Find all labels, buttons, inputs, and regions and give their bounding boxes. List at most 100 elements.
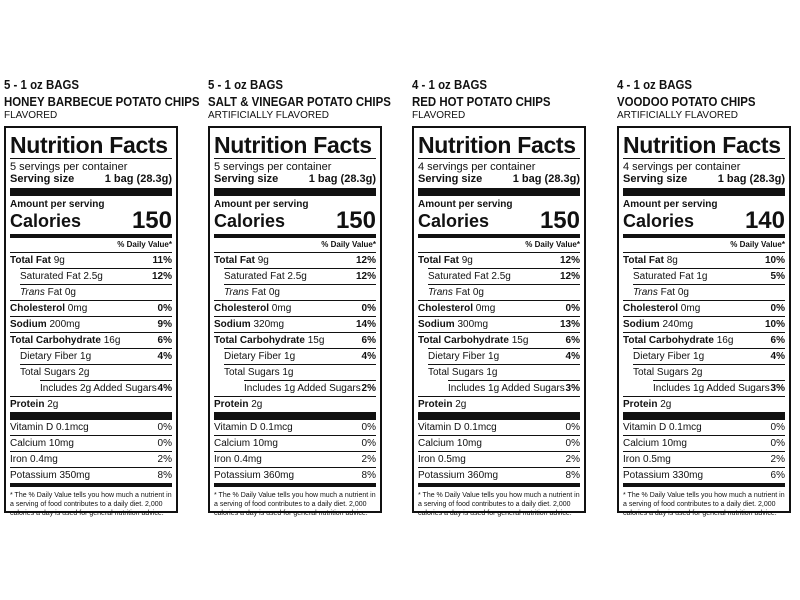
cholesterol-amount: 0mg xyxy=(67,303,88,314)
carbohydrate-label: Total Carbohydrate xyxy=(10,335,101,346)
servings-per-container: 5 servings per container xyxy=(10,161,128,173)
added-sugars-dv: 3% xyxy=(770,383,785,394)
added-sugars-text: Includes 2g Added Sugars xyxy=(40,383,157,394)
calories-label: Calories xyxy=(418,211,490,231)
medium-divider xyxy=(623,234,785,238)
amount-per-serving: Amount per serving xyxy=(10,199,105,210)
divider xyxy=(418,158,580,159)
trans-word: Trans xyxy=(428,287,453,298)
carbohydrate-row: Total Carbohydrate 15g 6% xyxy=(214,332,376,348)
sodium-row: Sodium 300mg 13% xyxy=(418,316,580,332)
cholesterol-row: Cholesterol 0mg 0% xyxy=(10,300,172,316)
calories-label: Calories xyxy=(623,211,695,231)
sodium-label: Sodium xyxy=(214,319,251,330)
total-fat-amount: 9g xyxy=(461,255,473,266)
total-fat-dv: 10% xyxy=(764,255,785,266)
dietary-fiber-text: Dietary Fiber 1g xyxy=(428,351,500,362)
calcium-row: Calcium 10mg 0% xyxy=(623,435,785,451)
potassium-dv: 8% xyxy=(361,470,376,481)
total-fat-label: Total Fat xyxy=(623,255,664,266)
cholesterol-label: Cholesterol xyxy=(418,303,474,314)
saturated-fat-row: Saturated Fat 2.5g 12% xyxy=(224,268,376,284)
dietary-fiber-text: Dietary Fiber 1g xyxy=(633,351,705,362)
nutrition-facts-title: Nutrition Facts xyxy=(214,132,372,158)
vitamin-d-row: Vitamin D 0.1mcg 0% xyxy=(623,420,785,435)
pack-size: 5 - 1 oz BAGS xyxy=(4,77,80,92)
total-fat-row: Total Fat 9g 12% xyxy=(214,252,376,268)
added-sugars-dv: 3% xyxy=(565,383,580,394)
trans-word: Trans xyxy=(633,287,658,298)
total-fat-row: Total Fat 9g 12% xyxy=(418,252,580,268)
carbohydrate-row: Total Carbohydrate 15g 6% xyxy=(418,332,580,348)
servings-per-container: 5 servings per container xyxy=(214,161,332,173)
nutrition-facts-label: Nutrition Facts 4 servings per container… xyxy=(412,126,586,517)
vitamin-d-row: Vitamin D 0.1mcg 0% xyxy=(418,420,580,435)
amount-per-serving: Amount per serving xyxy=(623,199,718,210)
cholesterol-label: Cholesterol xyxy=(623,303,679,314)
protein-label: Protein xyxy=(418,399,453,410)
medium-divider xyxy=(418,234,580,238)
nutrition-facts-title: Nutrition Facts xyxy=(418,132,576,158)
calcium-text: Calcium 10mg xyxy=(418,438,482,449)
divider xyxy=(623,158,785,159)
vitamin-d-text: Vitamin D 0.1mcg xyxy=(418,422,497,433)
potassium-row: Potassium 360mg 8% xyxy=(214,467,376,483)
amount-per-serving: Amount per serving xyxy=(214,199,309,210)
total-sugars-text: Total Sugars 1g xyxy=(428,367,498,378)
heavy-divider xyxy=(214,412,376,420)
saturated-fat-text: Saturated Fat 1g xyxy=(633,271,708,282)
dietary-fiber-dv: 4% xyxy=(361,351,376,362)
heavy-divider xyxy=(10,188,172,196)
total-sugars-row: Total Sugars 2g xyxy=(633,364,785,380)
calcium-dv: 0% xyxy=(361,438,376,449)
iron-row: Iron 0.5mg 2% xyxy=(418,451,580,467)
carbohydrate-row: Total Carbohydrate 16g 6% xyxy=(10,332,172,348)
sodium-label: Sodium xyxy=(10,319,47,330)
pack-size: 4 - 1 oz BAGS xyxy=(617,77,693,92)
footnote: * The % Daily Value tells you how much a… xyxy=(10,492,172,517)
serving-size-row: Serving size 1 bag (28.3g) xyxy=(418,173,580,188)
trans-fat-text: Fat 0g xyxy=(44,287,76,298)
total-sugars-row: Total Sugars 1g xyxy=(428,364,580,380)
sodium-amount: 300mg xyxy=(457,319,489,330)
sodium-row: Sodium 320mg 14% xyxy=(214,316,376,332)
calories-row: Calories 140 xyxy=(623,209,785,234)
sodium-dv: 9% xyxy=(157,319,172,330)
total-sugars-row: Total Sugars 1g xyxy=(224,364,376,380)
carbohydrate-row: Total Carbohydrate 16g 6% xyxy=(623,332,785,348)
product-name: HONEY BARBECUE POTATO CHIPS xyxy=(4,94,200,109)
calories-value: 150 xyxy=(539,207,580,234)
carbohydrate-label: Total Carbohydrate xyxy=(418,335,509,346)
potassium-text: Potassium 360mg xyxy=(214,470,295,481)
serving-size-value: 1 bag (28.3g) xyxy=(512,173,580,185)
calories-value: 150 xyxy=(335,207,376,234)
calories-row: Calories 150 xyxy=(10,209,172,234)
dietary-fiber-text: Dietary Fiber 1g xyxy=(20,351,92,362)
calcium-dv: 0% xyxy=(157,438,172,449)
calcium-text: Calcium 10mg xyxy=(10,438,74,449)
saturated-fat-text: Saturated Fat 2.5g xyxy=(224,271,307,282)
nutrition-facts-label: Nutrition Facts 4 servings per container… xyxy=(617,126,791,517)
heavy-divider xyxy=(623,188,785,196)
protein-amount: 2g xyxy=(660,399,672,410)
dietary-fiber-text: Dietary Fiber 1g xyxy=(224,351,296,362)
carbohydrate-amount: 15g xyxy=(307,335,325,346)
medium-divider xyxy=(214,234,376,238)
iron-text: Iron 0.4mg xyxy=(214,454,262,465)
carbohydrate-amount: 16g xyxy=(103,335,121,346)
trans-fat-text: Fat 0g xyxy=(248,287,280,298)
total-fat-dv: 12% xyxy=(355,255,376,266)
calories-label: Calories xyxy=(214,211,286,231)
serving-size-row: Serving size 1 bag (28.3g) xyxy=(623,173,785,188)
saturated-fat-dv: 12% xyxy=(559,271,580,282)
total-sugars-text: Total Sugars 2g xyxy=(20,367,90,378)
trans-fat-row: Trans Fat 0g xyxy=(428,284,580,300)
saturated-fat-row: Saturated Fat 1g 5% xyxy=(633,268,785,284)
protein-row: Protein 2g xyxy=(214,396,376,412)
serving-size-row: Serving size 1 bag (28.3g) xyxy=(214,173,376,188)
flavor-note: ARTIFICIALLY FLAVORED xyxy=(617,110,738,121)
iron-text: Iron 0.5mg xyxy=(418,454,466,465)
protein-label: Protein xyxy=(214,399,249,410)
potassium-dv: 8% xyxy=(565,470,580,481)
cholesterol-dv: 0% xyxy=(770,303,785,314)
